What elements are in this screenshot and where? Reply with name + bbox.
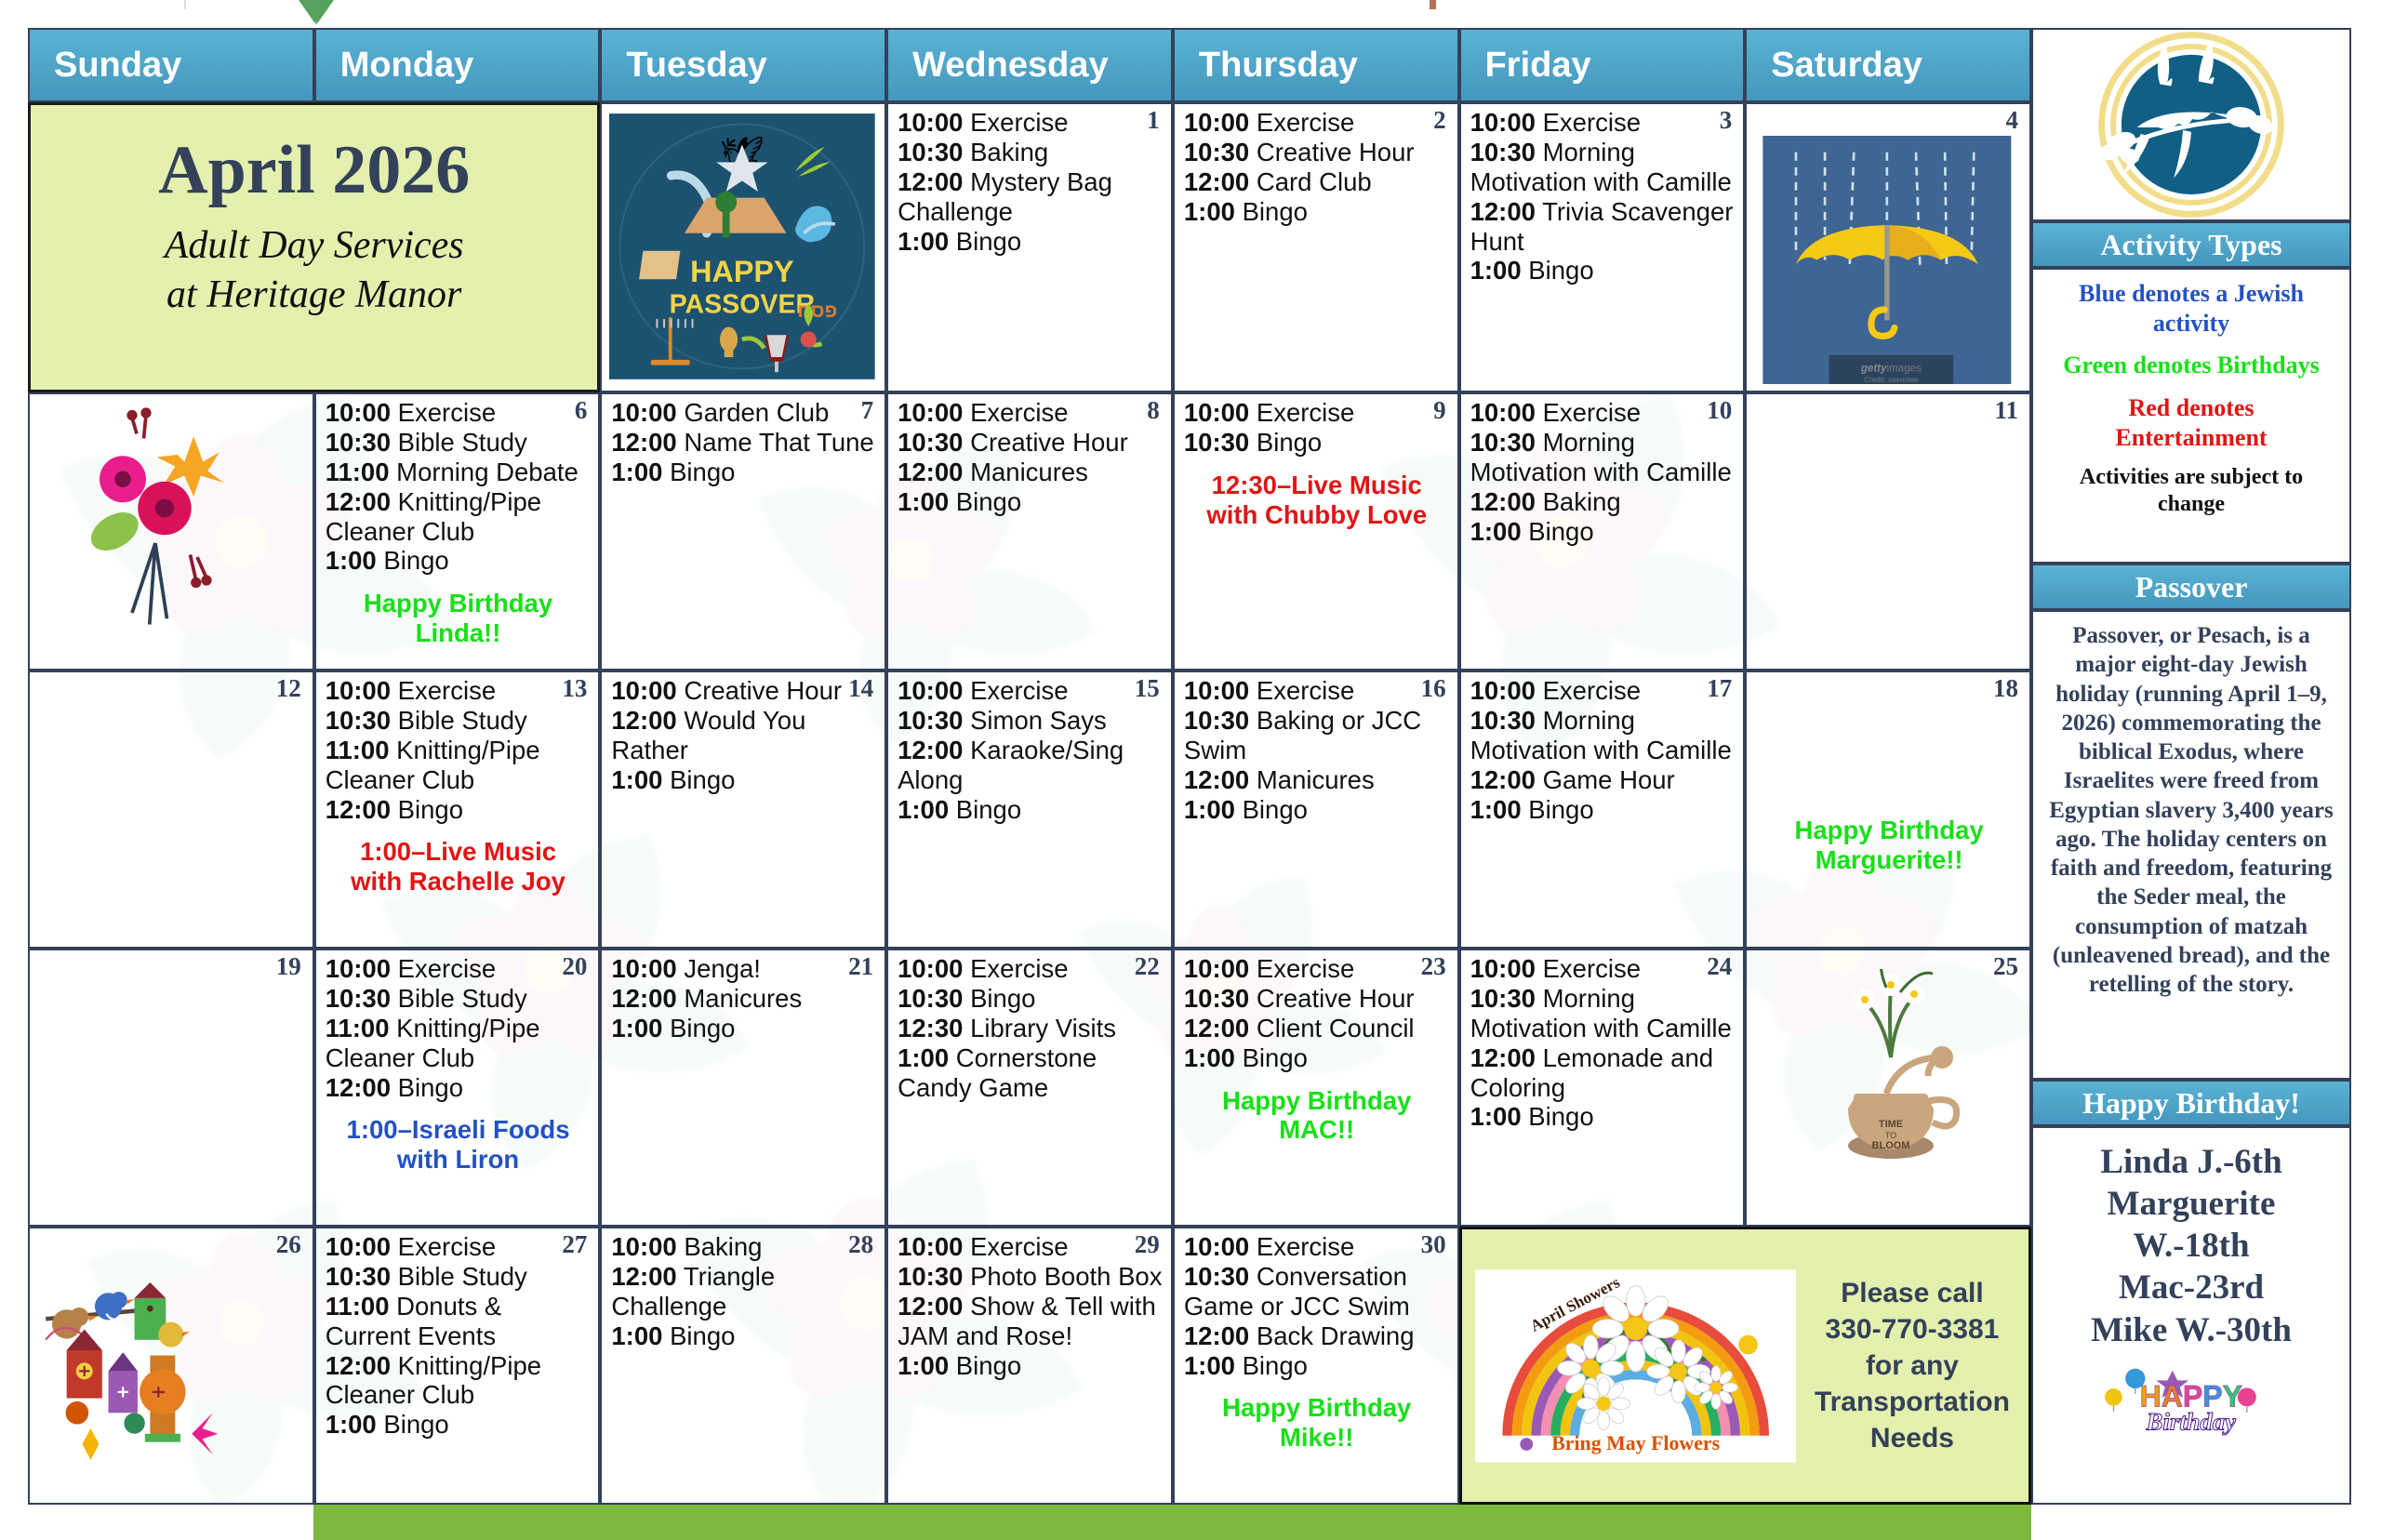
svg-text:Bring May Flowers: Bring May Flowers bbox=[1551, 1431, 1720, 1454]
svg-text:BLOOM: BLOOM bbox=[1872, 1140, 1910, 1151]
svg-text:PASSOVER: PASSOVER bbox=[670, 289, 816, 319]
svg-text:TIME: TIME bbox=[1879, 1119, 1903, 1130]
svg-text:Birthday: Birthday bbox=[2146, 1407, 2236, 1435]
svg-text:HAPPY: HAPPY bbox=[690, 255, 794, 288]
svg-text:פסח: פסח bbox=[798, 300, 838, 322]
svg-text:TO: TO bbox=[1885, 1131, 1896, 1140]
